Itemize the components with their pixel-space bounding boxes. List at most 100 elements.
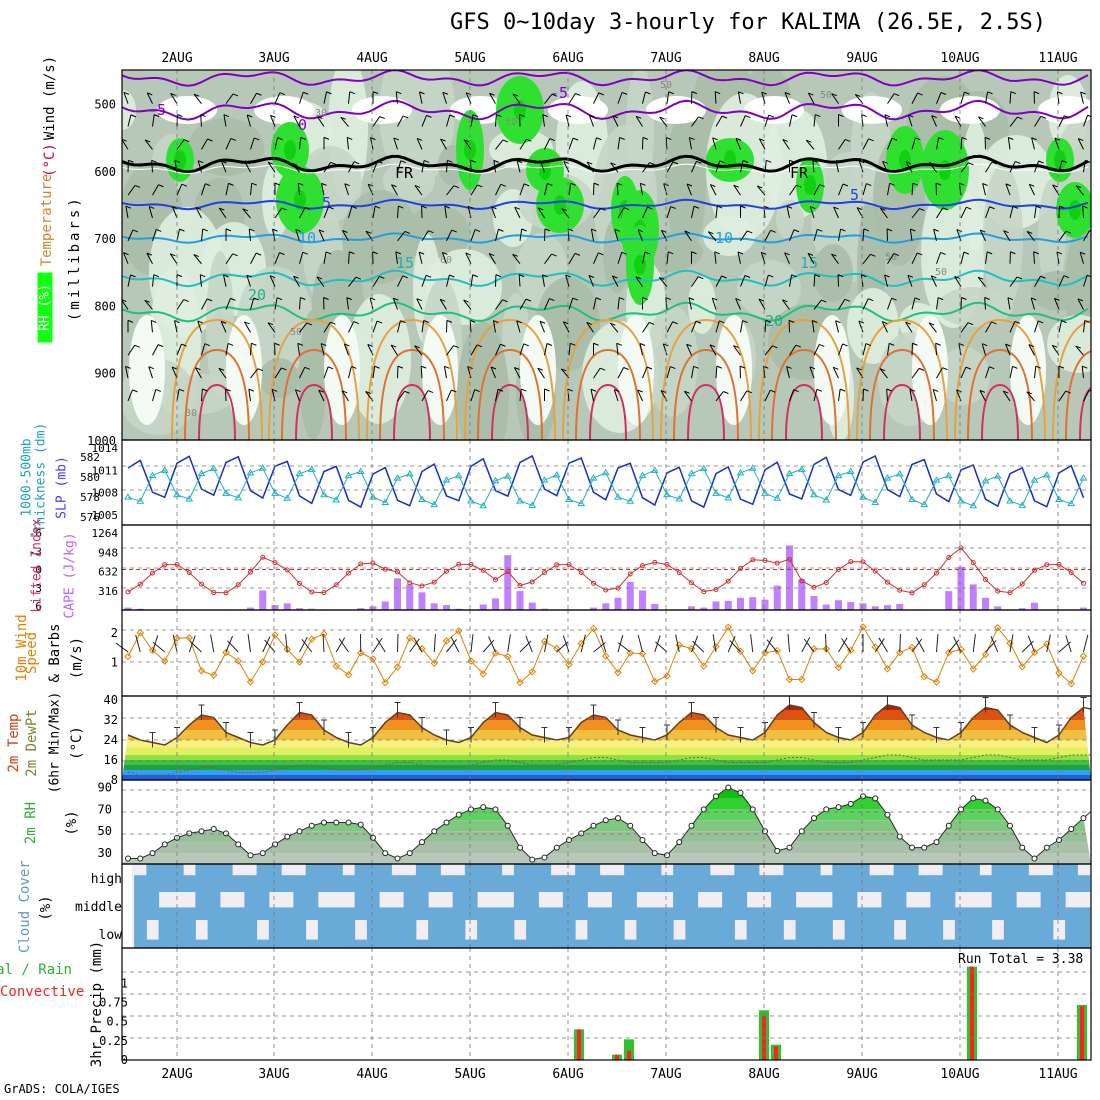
wind-barb-flag: [905, 161, 912, 165]
cape-bar: [982, 597, 989, 610]
wind-barb: [958, 343, 962, 356]
wind-barb: [493, 160, 496, 173]
wind-barb-10m: [413, 637, 423, 653]
temp-tick: 8: [111, 773, 118, 787]
thickness-point: [797, 465, 806, 472]
wind-barb-flag: [344, 343, 350, 347]
wind-barb: [176, 229, 180, 241]
wind-barb-flag: [521, 228, 527, 232]
wind-barb-flag: [249, 228, 255, 232]
rh-shade-cell: [938, 347, 990, 405]
wind-barb-flag: [1084, 159, 1091, 163]
wind-barb-flag: [819, 184, 825, 187]
wind-barb: [813, 114, 816, 127]
upper-air-contours: -5-50FRFR5510101515202030505060505050503…: [122, 70, 1091, 440]
wind-barb: [393, 137, 398, 150]
cloud-cell: [820, 920, 833, 948]
wind-barb-flag: [561, 208, 567, 212]
thickness-point: [271, 489, 279, 496]
wind-barb-flag: [1088, 389, 1091, 392]
wind-barb: [562, 321, 570, 333]
wind-barb: [323, 206, 329, 219]
cloud-cell: [636, 907, 650, 920]
temp-contour-15: [122, 269, 1089, 288]
wind-barb: [421, 390, 429, 402]
wind-barb: [244, 321, 251, 333]
cloud-cell: [513, 892, 527, 920]
wind-barb: [642, 322, 650, 333]
cloud-cell: [134, 920, 147, 948]
thickness-point: [320, 490, 328, 498]
wind-barb: [593, 92, 600, 104]
wind-barb-flag: [716, 365, 723, 369]
wind-barb: [639, 183, 643, 196]
li-point: [321, 590, 327, 596]
wind-barb-flag: [183, 139, 190, 143]
wind-barb-10m: [692, 640, 705, 653]
date-label-top: 9AUG: [846, 51, 877, 66]
wind-barb: [764, 114, 770, 127]
wind-barb: [832, 367, 839, 379]
wind-barb: [467, 366, 472, 379]
wind-barb-flag: [861, 274, 867, 278]
cloud-cell: [918, 907, 931, 920]
wind-barb-flag: [132, 229, 139, 233]
li-point: [860, 559, 866, 565]
wind-barb: [246, 114, 251, 127]
cloud-cell: [587, 864, 601, 892]
cloud-cell: [1052, 892, 1066, 920]
thickness-point: [846, 467, 855, 475]
wind-barb: [125, 206, 129, 219]
li-point: [150, 570, 155, 576]
wind-barb-flag: [328, 206, 334, 210]
wind-barb: [811, 320, 815, 333]
rh-point: [627, 822, 634, 829]
cape-bar: [896, 603, 904, 610]
wind-barb-10m: [915, 637, 925, 653]
wind-barb: [568, 93, 576, 104]
slp-tick: 1008: [92, 487, 119, 500]
cloud-cell: [1040, 875, 1054, 892]
wind-barb-flag: [416, 137, 423, 141]
date-label-bottom: 10AUG: [940, 1067, 979, 1082]
cloud-cell: [550, 875, 564, 892]
wind-barb: [1058, 115, 1065, 127]
dry-patch: [912, 315, 948, 425]
cape-bar: [528, 602, 536, 610]
rh-tick: 30: [98, 846, 112, 860]
wind-barb: [171, 366, 178, 379]
rh-tick: 90: [98, 780, 112, 794]
wind-barb-flag: [539, 320, 546, 324]
wind-barb-flag: [195, 206, 202, 210]
wind-barb: [1054, 137, 1060, 150]
cloud-cell: [954, 864, 968, 892]
cloud-cell: [562, 875, 576, 892]
cloud-cell: [832, 864, 846, 892]
rh-core-cell: [284, 140, 296, 160]
wind-barb-flag: [712, 297, 718, 301]
wind-barb-flag: [1065, 390, 1071, 394]
wind-barb: [666, 206, 672, 219]
li-point: [468, 561, 474, 567]
wind-barb-flag: [276, 297, 283, 301]
wind-barb: [688, 297, 692, 310]
wind10m-panel: [115, 623, 1089, 688]
wind-barb-10m: [990, 636, 999, 653]
wind-barb-flag: [232, 253, 238, 257]
wind-barb: [838, 343, 844, 356]
wind-barb-10m: [727, 636, 736, 653]
wind-barb: [220, 321, 227, 333]
wind-barb-flag: [942, 367, 948, 371]
wind-barb-flag: [882, 160, 888, 164]
li-point: [872, 568, 878, 574]
temp-contour-label: FR: [395, 164, 414, 182]
wind-barb: [789, 229, 795, 242]
li-point: [848, 559, 854, 565]
wind-barb-flag: [1010, 91, 1017, 95]
wind-barb-flag: [1016, 276, 1023, 280]
wind-barb: [225, 343, 229, 356]
wind-barb: [978, 116, 986, 127]
wind-speed-point: [528, 668, 536, 676]
wind-barb-flag: [1080, 91, 1086, 95]
cloud-cell: [207, 892, 221, 920]
